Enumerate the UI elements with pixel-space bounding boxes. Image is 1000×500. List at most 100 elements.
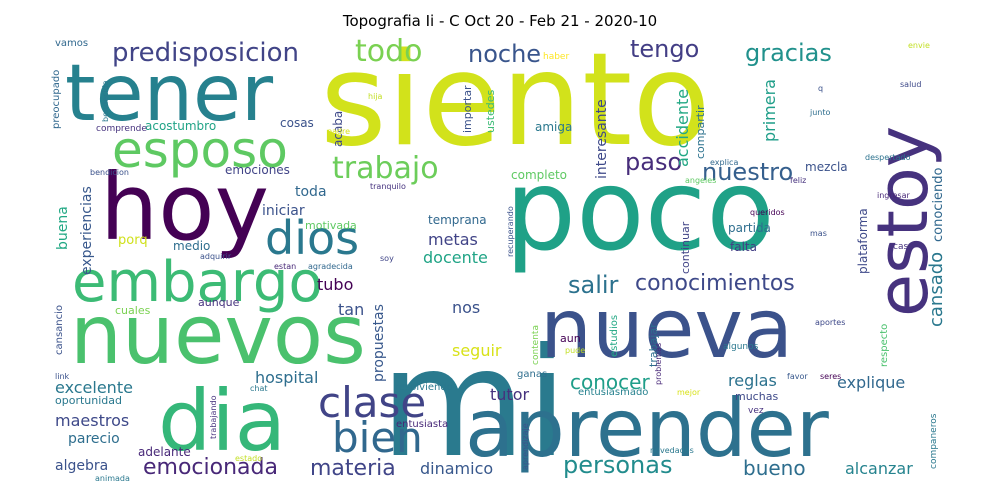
cloud-word: aprender [465,382,829,475]
cloud-word: companeros [929,413,939,469]
cloud-word: oportunidad [55,394,122,407]
cloud-word: mi [380,317,568,487]
cloud-word: buena [55,206,71,250]
cloud-word: gracias [745,39,832,67]
cloud-word: porq [118,233,148,248]
cloud-word: cuales [115,304,151,317]
cloud-word: reglas [728,371,777,390]
cloud-word: seguir [452,341,502,360]
cloud-word: aportes [815,318,846,327]
cloud-word: muchas [735,390,779,403]
cloud-word: entusiasta [396,419,449,430]
cloud-word: paso [625,148,683,176]
cloud-word: animada [95,474,130,483]
cloud-word: metas [428,230,478,249]
cloud-word: accidente [673,88,692,167]
cloud-word: nos [452,298,481,317]
word-cloud: siento poco mi hoy tener nuevos nueva ap… [50,37,950,487]
cloud-word: bien [332,413,423,462]
cloud-word: emocionada [143,455,278,480]
cloud-word: angeles [685,176,717,185]
cloud-word: alcanzar [845,459,913,478]
cloud-word: continuar [679,221,692,274]
cloud-word: siento [320,37,711,175]
cloud-word: plataforma [856,208,870,274]
cloud-word: despertado [865,153,911,162]
cloud-word: respecto [879,323,890,367]
cloud-word: medio [173,239,211,253]
cloud-word: poco [505,146,775,276]
cloud-word: algebra [55,458,109,474]
cloud-word: primera [760,79,779,142]
cloud-word: feliz [790,176,807,185]
cloud-word: tubo [317,275,354,294]
cloud-word: importar [461,85,474,133]
cloud-word: vamos [55,38,89,49]
cloud-word: mejor [677,388,701,397]
cloud-word: conocer [570,370,650,394]
cloud-word: completo [511,168,568,182]
cloud-word: nueva [540,282,794,377]
cloud-word: problemas [654,342,663,385]
cloud-word: nuestro [702,158,794,186]
cloud-word: cansado [926,251,947,327]
cloud-word: favor [787,372,808,381]
cloud-word: aun [560,332,581,345]
cloud-word: emociones [225,163,290,177]
cloud-word: aunque [198,296,240,309]
cloud-word: seres [820,372,842,381]
cloud-word: predisposicion [112,38,299,68]
cloud-word: tutor [490,385,530,404]
cloud-word: explique [837,373,906,392]
cloud-word: propuestas [371,304,387,382]
cloud-word: ganas [517,369,548,380]
cloud-word: agradecida [308,262,353,271]
cloud-word: todo [355,37,423,69]
cloud-word: aprendizaje [521,423,530,470]
cloud-word: adquirir [200,252,232,261]
cloud-word: experiencias [79,186,95,275]
cloud-word: mezcla [805,160,848,174]
cloud-word: salud [900,80,922,89]
cloud-word: esposo [112,121,288,179]
cloud-word: parecio [68,431,120,447]
cloud-word: junto [810,108,831,117]
cloud-word: temprana [428,213,487,227]
cloud-word: bendicion [90,168,129,177]
cloud-word: noche [468,40,542,68]
cloud-word: falta [730,240,757,254]
cloud-word: casa [893,242,914,252]
cloud-word: materia [310,456,396,481]
cloud-word: compartir [694,105,707,159]
cloud-word: recuperando [506,206,515,257]
cloud-word: preocupado [51,69,62,129]
cloud-word: ustedes [484,89,497,133]
cloud-word: trabajando [209,395,218,439]
cloud-word: embargo [72,250,323,315]
cloud-word: toda [295,184,327,200]
cloud-word: bendecida [101,80,110,122]
cloud-word: hoy [100,154,270,261]
cloud-word: adelante [138,445,191,459]
cloud-word: algunos [723,342,759,352]
cloud-word: bueno [743,456,806,480]
cloud-word: entusiasmado [578,387,649,398]
cloud-word: explica [710,158,739,167]
cloud-word: queridos [750,208,785,217]
cloud-word: estudios [609,314,620,357]
cloud-word: contenta [531,325,541,365]
cloud-word: cansancio [54,304,65,355]
cloud-word: vez [748,406,764,416]
cloud-word: nuevos [70,288,366,383]
cloud-word: tan [338,300,365,319]
cloud-word: trabajo [332,151,439,186]
cloud-word: interesante [594,99,610,179]
cloud-word: pude [565,346,586,355]
cloud-word: amiga [535,120,573,134]
cloud-word: salir [568,271,619,299]
cloud-word: dios [265,211,360,265]
cloud-word: tranquilo [370,182,406,191]
cloud-word: docente [423,248,488,267]
cloud-word: clase [318,378,427,427]
cloud-word: link [55,372,70,381]
